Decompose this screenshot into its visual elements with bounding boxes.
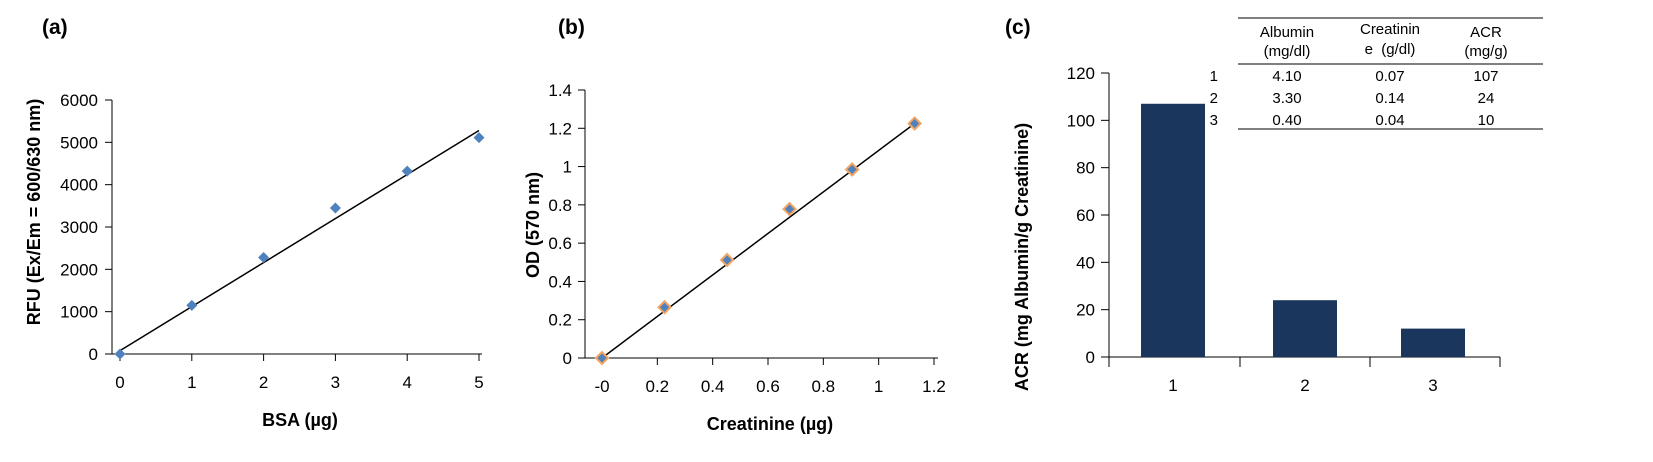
chart-b-data-point (844, 162, 860, 177)
chart-c-y-tick-label: 20 (1076, 301, 1095, 320)
chart-a-data-point (401, 165, 413, 177)
table-row-1-albumin: 4.10 (1272, 68, 1301, 85)
chart-b-x-tick-label: -0 (594, 377, 609, 396)
chart-c: 0 20 40 60 80 100 120 1 2 3 ACR (mg Albumin/g Cr… (1012, 17, 1543, 395)
chart-a-x-tick-label: 0 (115, 373, 124, 392)
chart-b: 00.20.40.60.811.21.4 -0 0.2 0.4 0.6 0.8 1 1.2 … (523, 81, 946, 434)
chart-a-data-point (114, 348, 126, 360)
chart-b-data-point (719, 252, 735, 268)
chart-c-x-ticks: 1 2 3 (1108, 357, 1501, 395)
chart-a-x-tick-label: 2 (259, 373, 268, 392)
chart-b-points (594, 116, 923, 366)
chart-b-y-tick-label: 0.2 (548, 311, 572, 330)
table-header-acr-unit: (mg/g) (1464, 43, 1507, 60)
table-row-2-creatinine: 0.14 (1375, 90, 1404, 107)
chart-c-y-label: ACR (mg Albumin/g Creatinine) (1012, 123, 1032, 391)
table-row-3-creatinine: 0.04 (1375, 112, 1404, 129)
table-row-1-acr: 107 (1473, 68, 1498, 85)
acr-table: Albumin (mg/dl) Creatinin e (g/dl) ACR (… (1210, 17, 1543, 130)
table-row-3-acr: 10 (1478, 112, 1495, 129)
table-header-albumin-unit: (mg/dl) (1264, 43, 1311, 60)
chart-b-x-tick-label: 0.4 (701, 377, 725, 396)
chart-c-x-tick-label: 1 (1168, 376, 1177, 395)
chart-b-x-tick-label: 0.8 (812, 377, 836, 396)
chart-b-x-tick-label: 1 (874, 377, 883, 396)
chart-a-x-tick-label: 1 (187, 373, 196, 392)
chart-b-y-label: OD (570 nm) (523, 172, 543, 278)
chart-a-points (114, 132, 485, 360)
chart-a-y-label: RFU (Ex/Em = 600/630 nm) (24, 99, 44, 326)
panel-a-label: (a) (42, 16, 68, 39)
chart-a-x-tick-label: 5 (474, 373, 483, 392)
chart-b-y-tick-label: 1 (563, 158, 572, 177)
table-row-2-acr: 24 (1478, 90, 1495, 107)
table-row-1-id: 1 (1210, 68, 1218, 85)
table-row-2-id: 2 (1210, 90, 1218, 107)
chart-b-data-point (782, 201, 797, 217)
chart-c-y-tick-label: 40 (1076, 253, 1095, 272)
chart-b-data-point (594, 350, 610, 366)
chart-b-y-tick-label: 1.4 (548, 81, 572, 100)
chart-b-data-point (907, 116, 923, 131)
chart-b-y-ticks: 0 0.2 0.4 0.6 0.8 1 1.2 1.4 (548, 81, 585, 368)
table-header-acr: ACR (1470, 24, 1502, 41)
chart-a-y-tick-label: 4000 (60, 176, 98, 195)
chart-a-x-ticks: 0 1 2 3 4 5 (115, 354, 484, 392)
chart-c-x-tick-label: 3 (1428, 376, 1437, 395)
chart-b-data-point (657, 299, 672, 315)
table-row-2-albumin: 3.30 (1272, 90, 1301, 107)
table-row-3-albumin: 0.40 (1272, 112, 1301, 129)
chart-c-y-ticks: 0 20 40 60 80 100 120 (1067, 64, 1109, 367)
chart-c-x-tick-label: 2 (1300, 376, 1309, 395)
chart-c-bar (1141, 103, 1205, 358)
chart-b-x-ticks: -0 0.2 0.4 0.6 0.8 1 1.2 (594, 358, 946, 396)
chart-b-y-tick-label: 0.8 (548, 196, 572, 215)
chart-b-y-tick-label: 0.4 (548, 272, 572, 291)
chart-b-x-tick-label: 1.2 (922, 377, 946, 396)
chart-a-x-tick-label: 3 (331, 373, 340, 392)
chart-c-y-tick-label: 60 (1076, 206, 1095, 225)
chart-b-x-tick-label: 0.6 (756, 377, 780, 396)
chart-a-data-point (329, 202, 341, 214)
table-header-creatinine-unit: e (g/dl) (1365, 41, 1416, 58)
chart-c-y-tick-label: 100 (1067, 111, 1095, 130)
chart-b-y-tick-label: 1.2 (548, 119, 572, 138)
chart-c-bar (1273, 300, 1337, 357)
chart-c-y-tick-label: 80 (1076, 159, 1095, 178)
chart-b-y-tick-label: 0.6 (548, 234, 572, 253)
chart-a-x-tick-label: 4 (402, 373, 411, 392)
chart-a-data-point (186, 299, 198, 311)
panel-b-label: (b) (558, 16, 585, 39)
chart-a-y-tick-label: 1000 (60, 303, 98, 322)
chart-a-y-tick-label: 5000 (60, 133, 98, 152)
table-header-albumin: Albumin (1260, 24, 1314, 41)
chart-a-data-point (473, 132, 485, 144)
chart-c-y-tick-label: 120 (1067, 64, 1095, 83)
chart-a-y-tick-label: 6000 (60, 91, 98, 110)
chart-a-y-ticks: 0 1000 2000 3000 4000 5000 6000 (60, 91, 112, 364)
chart-a-data-point (258, 251, 270, 263)
chart-a-y-tick-label: 2000 (60, 260, 98, 279)
chart-a-x-label: BSA (µg) (262, 410, 338, 430)
chart-a-trendline (119, 129, 480, 352)
table-row-1-creatinine: 0.07 (1375, 68, 1404, 85)
chart-c-bar (1401, 328, 1465, 357)
chart-b-x-label: Creatinine (µg) (707, 414, 833, 434)
table-row-3-id: 3 (1210, 112, 1218, 129)
table-header-creatinine: Creatinin (1360, 21, 1420, 38)
chart-c-y-tick-label: 0 (1086, 348, 1095, 367)
chart-b-y-tick-label: 0 (563, 349, 572, 368)
chart-a: 0 1000 2000 3000 4000 5000 6000 0 1 2 3 4 5 BSA (µg… (24, 91, 485, 430)
chart-b-trendline (601, 122, 916, 359)
chart-a-y-tick-label: 0 (89, 345, 98, 364)
panel-c-label: (c) (1005, 16, 1031, 39)
chart-c-bars (1141, 103, 1465, 358)
chart-b-x-tick-label: 0.2 (646, 377, 670, 396)
chart-a-y-tick-label: 3000 (60, 218, 98, 237)
